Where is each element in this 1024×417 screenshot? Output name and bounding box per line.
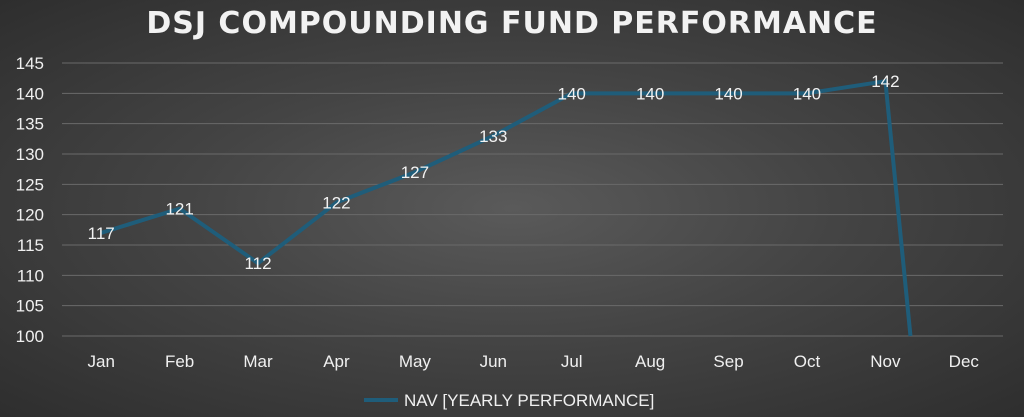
x-tick-label: Feb <box>165 352 194 371</box>
x-tick-label: Jul <box>561 352 583 371</box>
data-label: 140 <box>793 84 821 103</box>
y-tick-label: 115 <box>17 236 44 255</box>
data-label: 140 <box>558 84 586 103</box>
data-label: 133 <box>479 127 507 146</box>
x-tick-label: Apr <box>323 352 350 371</box>
series-line-nav <box>100 79 913 337</box>
data-label: 117 <box>88 224 115 243</box>
gridlines <box>62 62 1003 337</box>
data-labels: 117 121 112 122 127 133 140 140 140 140 142 <box>88 72 900 273</box>
x-tick-label: Jun <box>480 352 507 371</box>
y-tick-label: 145 <box>16 54 44 73</box>
x-tick-label: Aug <box>635 352 665 371</box>
data-label: 142 <box>871 72 899 91</box>
y-tick-label: 120 <box>16 206 44 225</box>
legend-label: NAV [YEARLY PERFORMANCE] <box>404 391 654 410</box>
legend: NAV [YEARLY PERFORMANCE] <box>364 391 654 410</box>
y-tick-label: 105 <box>16 297 44 316</box>
y-tick-label: 140 <box>16 84 44 103</box>
x-tick-label: Dec <box>949 352 980 371</box>
x-tick-label: Nov <box>870 352 901 371</box>
x-tick-label: Jan <box>87 352 114 371</box>
x-tick-label: Mar <box>243 352 273 371</box>
x-axis-ticks: Jan Feb Mar Apr May Jun Jul Aug Sep Oct Nov Dec <box>87 352 979 371</box>
data-label: 140 <box>714 84 742 103</box>
y-axis-ticks: 100 105 110 115 120 125 130 135 140 145 <box>16 54 44 346</box>
data-label: 122 <box>322 194 350 213</box>
chart-title: DSJ COMPOUNDING FUND PERFORMANCE <box>146 6 877 41</box>
y-tick-label: 130 <box>16 145 44 164</box>
data-label: 121 <box>165 200 193 219</box>
data-label: 140 <box>636 84 664 103</box>
x-tick-label: May <box>399 352 432 371</box>
data-label: 127 <box>401 163 429 182</box>
y-tick-label: 110 <box>17 266 44 285</box>
series-lines <box>100 79 913 337</box>
x-tick-label: Oct <box>794 352 821 371</box>
y-tick-label: 125 <box>16 175 44 194</box>
x-tick-label: Sep <box>713 352 743 371</box>
data-label: 112 <box>244 254 271 273</box>
y-tick-label: 100 <box>16 327 44 346</box>
y-tick-label: 135 <box>16 115 44 134</box>
